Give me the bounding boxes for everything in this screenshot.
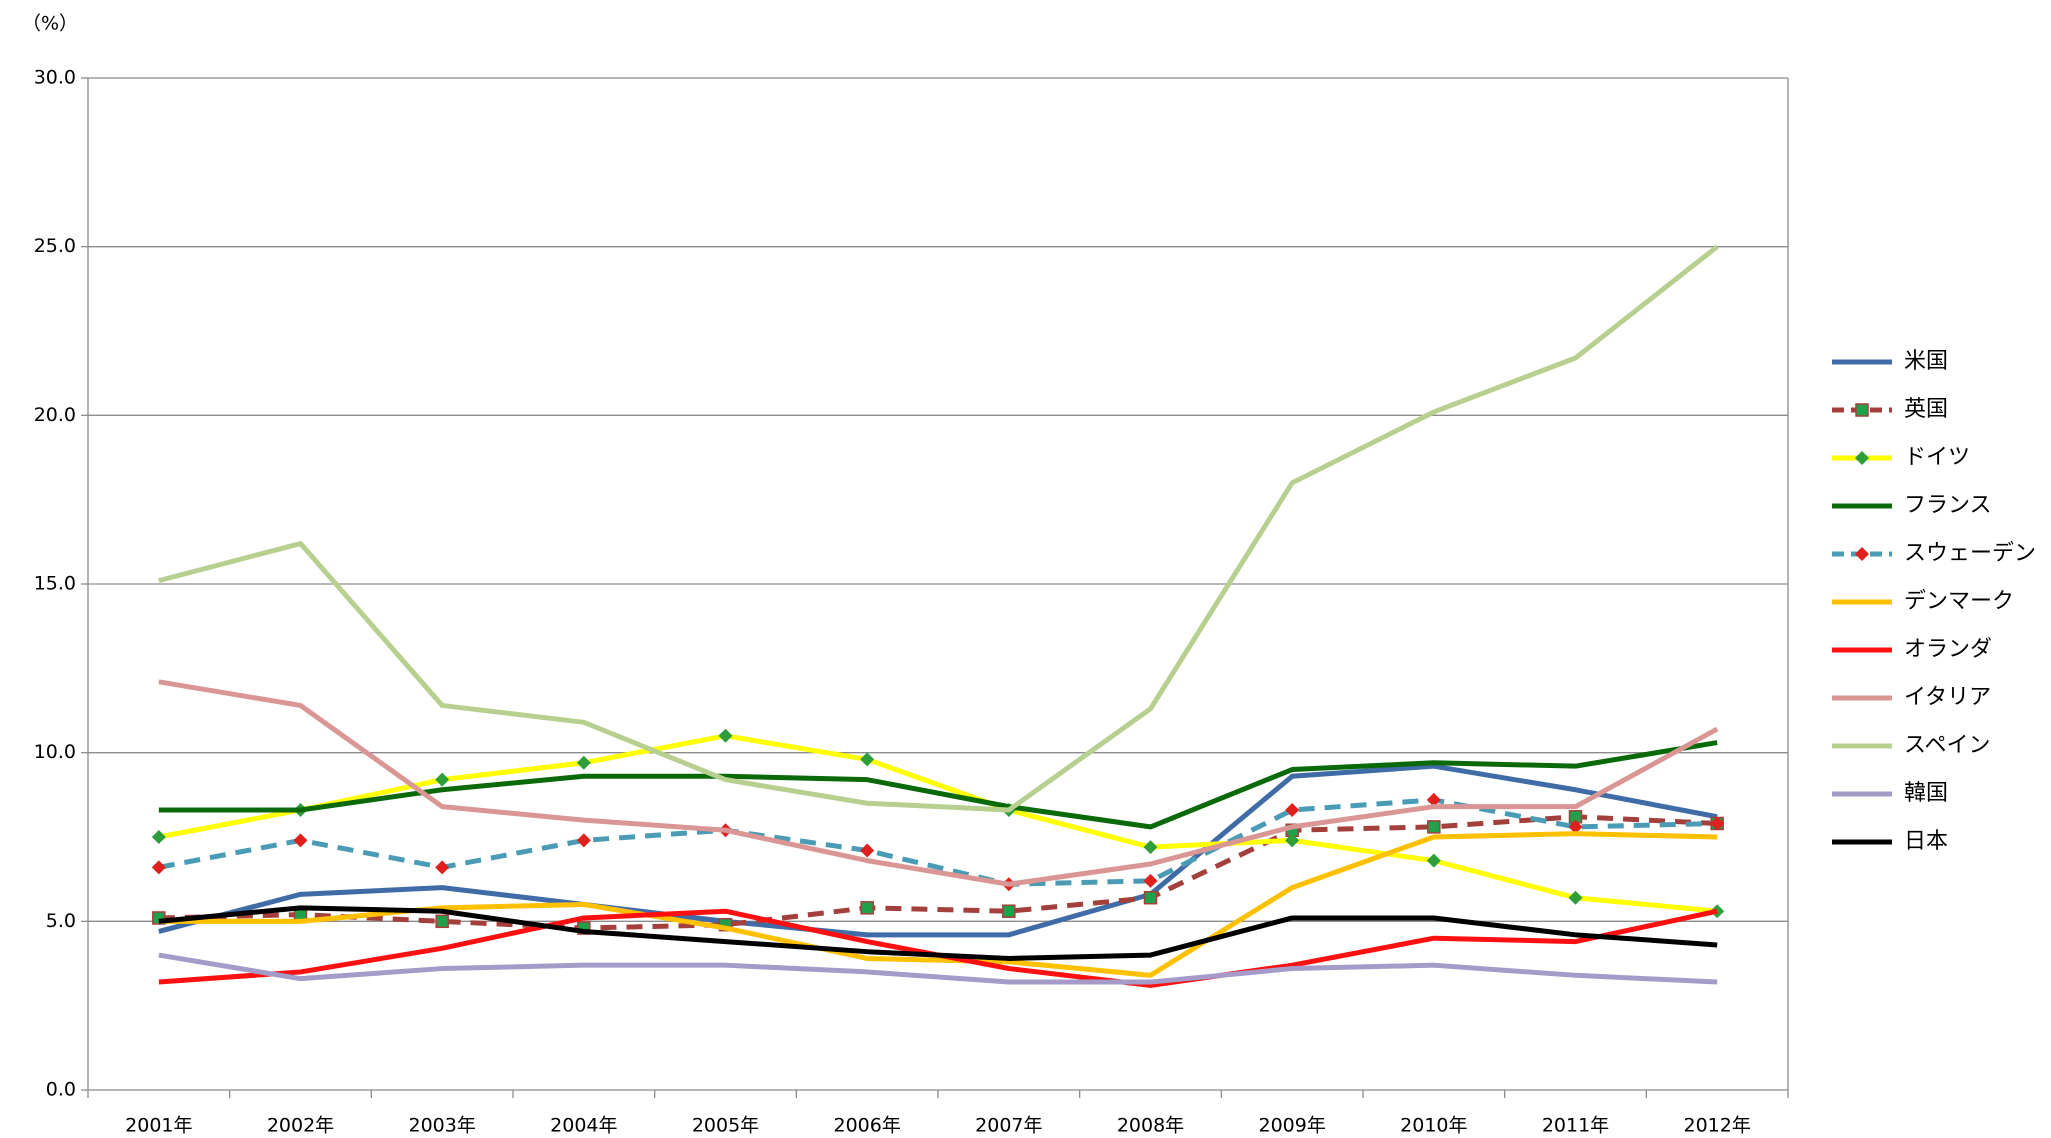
x-tick-label: 2004年 [550, 1115, 617, 1137]
marker [576, 833, 591, 848]
series-line [158, 814, 1718, 931]
y-tick-label: 5.0 [46, 910, 76, 932]
marker [1568, 819, 1583, 834]
marker [718, 728, 733, 743]
legend-label: 日本 [1904, 829, 1948, 854]
marker [1427, 820, 1441, 834]
marker [293, 833, 308, 848]
marker [1002, 904, 1016, 918]
marker [860, 843, 875, 858]
legend-label: デンマーク [1904, 589, 2014, 614]
y-tick-label: 15.0 [34, 573, 76, 595]
marker [1426, 792, 1441, 807]
marker [151, 830, 166, 844]
marker [1285, 833, 1300, 848]
legend-label: 韓国 [1904, 781, 1948, 806]
legend-label: スペイン [1904, 733, 1990, 758]
marker [1710, 816, 1725, 831]
series-line [158, 679, 1719, 887]
marker [576, 755, 591, 770]
marker [1143, 873, 1158, 888]
legend-label: 米国 [1904, 349, 1948, 374]
marker [1285, 803, 1300, 818]
marker [1568, 890, 1583, 905]
legend-marker [1855, 451, 1869, 465]
x-tick-label: 2010年 [1400, 1115, 1467, 1137]
marker [1143, 840, 1158, 855]
marker [1426, 853, 1441, 868]
y-axis-unit: （%） [22, 13, 78, 35]
legend-marker [1855, 547, 1869, 561]
legend-label: オランダ [1904, 637, 1992, 662]
legend-label: イタリア [1904, 685, 1991, 710]
x-tick-label: 2008年 [1117, 1115, 1184, 1137]
marker [435, 860, 450, 875]
legend-label: スウェーデン [1904, 541, 2036, 566]
x-tick-label: 2007年 [975, 1115, 1042, 1137]
marker [151, 860, 166, 875]
series-line [158, 763, 1718, 938]
legend-label: 英国 [1904, 397, 1948, 422]
x-tick-label: 2009年 [1258, 1115, 1325, 1137]
y-tick-label: 25.0 [34, 235, 76, 257]
x-tick-label: 2001年 [125, 1115, 192, 1137]
marker [1143, 890, 1158, 905]
x-tick-label: 2012年 [1683, 1115, 1750, 1137]
legend-label: ドイツ [1904, 445, 1970, 470]
series-line [158, 733, 1718, 914]
y-tick-label: 10.0 [34, 741, 76, 763]
y-tick-label: 30.0 [34, 67, 76, 89]
marker [435, 914, 449, 929]
series-line [158, 244, 1719, 813]
series-line [158, 740, 1718, 830]
x-tick-label: 2002年 [267, 1115, 334, 1137]
x-tick-label: 2006年 [833, 1115, 900, 1137]
legend-label: フランス [1904, 493, 1992, 518]
y-tick-label: 0.0 [46, 1079, 76, 1101]
x-tick-label: 2011年 [1542, 1115, 1609, 1137]
marker [435, 772, 450, 787]
series-line [158, 952, 1718, 985]
legend-marker [1855, 403, 1869, 417]
series-line [158, 905, 1718, 961]
x-tick-label: 2005年 [692, 1115, 759, 1137]
x-tick-label: 2003年 [408, 1115, 475, 1137]
marker [860, 752, 875, 767]
y-tick-label: 20.0 [34, 404, 76, 426]
marker [860, 901, 874, 915]
